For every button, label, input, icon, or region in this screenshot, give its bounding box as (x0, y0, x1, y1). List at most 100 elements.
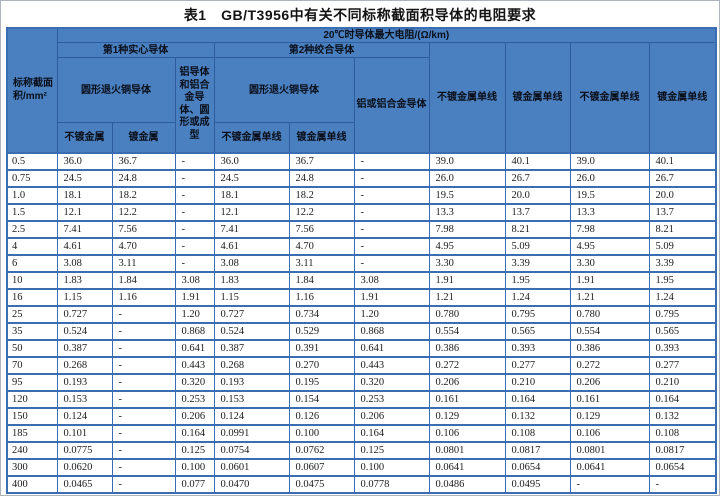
resistance-value-cell: - (174, 151, 215, 171)
resistance-value-cell: - (174, 202, 215, 222)
resistance-value-cell: 0.780 (569, 304, 650, 324)
resistance-value-cell: 0.126 (288, 406, 355, 426)
resistance-value-cell: 0.391 (288, 338, 355, 358)
resistance-value-cell: 3.08 (213, 253, 290, 273)
resistance-value-cell: 0.101 (56, 423, 113, 443)
resistance-value-cell: 13.7 (504, 202, 571, 222)
resistance-value-cell: 0.386 (428, 338, 506, 358)
resistance-value-cell: 1.24 (504, 287, 571, 307)
resistance-value-cell: 19.5 (569, 185, 650, 205)
resistance-value-cell: 1.21 (569, 287, 650, 307)
table-row: 16 1.15 1.16 1.91 1.15 1.16 1.91 1.21 1.24 1.21 1.… (6, 287, 717, 307)
resistance-value-cell: 0.443 (353, 355, 430, 375)
resistance-value-cell: 0.868 (353, 321, 430, 341)
row-area-label: 6 (6, 253, 58, 273)
resistance-value-cell: 1.91 (569, 270, 650, 290)
resistance-value-cell: 1.91 (428, 270, 506, 290)
resistance-value-cell: 7.41 (56, 219, 113, 239)
resistance-value-cell: 0.554 (428, 321, 506, 341)
resistance-value-cell: 0.206 (569, 372, 650, 392)
row-area-label: 185 (6, 423, 58, 443)
resistance-value-cell: 0.386 (569, 338, 650, 358)
resistance-value-cell: 0.0762 (288, 440, 355, 460)
resistance-value-cell: 0.077 (174, 474, 215, 494)
resistance-value-cell: 1.16 (111, 287, 176, 307)
resistance-value-cell: 0.253 (174, 389, 215, 409)
header-type2-aluminum: 铝或铝合金导体 (353, 57, 430, 153)
resistance-value-cell: 36.0 (213, 151, 290, 171)
resistance-value-cell: 7.56 (111, 219, 176, 239)
resistance-value-cell: - (353, 219, 430, 239)
row-area-label: 240 (6, 440, 58, 460)
resistance-value-cell: 40.1 (504, 151, 571, 171)
resistance-value-cell: 1.91 (174, 287, 215, 307)
resistance-value-cell: 13.3 (428, 202, 506, 222)
table-row: 120 0.153-0.253 0.153 0.154 0.253 0.161 0.164 0… (6, 389, 717, 409)
resistance-value-cell: 0.0817 (504, 440, 571, 460)
resistance-value-cell: 0.524 (213, 321, 290, 341)
resistance-value-cell: 0.125 (353, 440, 430, 460)
resistance-value-cell: - (648, 474, 717, 494)
resistance-value-cell: 0.0754 (213, 440, 290, 460)
resistance-value-cell: 40.1 (648, 151, 717, 171)
table-row: 400 0.0465-0.077 0.0470 0.0475 0.0778 0.0486 0… (6, 474, 717, 494)
row-area-label: 0.75 (6, 168, 58, 188)
resistance-value-cell: - (111, 338, 176, 358)
resistance-value-cell: 12.2 (111, 202, 176, 222)
resistance-value-cell: 24.8 (288, 168, 355, 188)
resistance-value-cell: 3.11 (288, 253, 355, 273)
resistance-value-cell: 0.132 (648, 406, 717, 426)
resistance-value-cell: 19.5 (428, 185, 506, 205)
header-type1-annealed-copper: 圆形退火铜导体 (56, 57, 176, 123)
resistance-value-cell: 0.0495 (504, 474, 571, 494)
resistance-value-cell: 1.20 (174, 304, 215, 324)
resistance-value-cell: 0.125 (174, 440, 215, 460)
resistance-value-cell: 12.2 (288, 202, 355, 222)
resistance-value-cell: 36.7 (288, 151, 355, 171)
resistance-value-cell: 0.393 (648, 338, 717, 358)
resistance-value-cell: 8.21 (504, 219, 571, 239)
resistance-value-cell: - (111, 389, 176, 409)
header-type2-unplated-wire: 不镀金属单线 (213, 122, 290, 153)
resistance-value-cell: 7.98 (569, 219, 650, 239)
row-area-label: 400 (6, 474, 58, 494)
resistance-value-cell: 0.193 (213, 372, 290, 392)
resistance-value-cell: 5.09 (648, 236, 717, 256)
resistance-value-cell: 0.124 (213, 406, 290, 426)
resistance-value-cell: 0.0654 (648, 457, 717, 477)
resistance-value-cell: 7.41 (213, 219, 290, 239)
row-area-label: 1.0 (6, 185, 58, 205)
resistance-value-cell: - (353, 202, 430, 222)
resistance-value-cell: 0.554 (569, 321, 650, 341)
resistance-value-cell: 26.0 (428, 168, 506, 188)
resistance-value-cell: 1.20 (353, 304, 430, 324)
resistance-value-cell: 3.08 (353, 270, 430, 290)
resistance-value-cell: 0.277 (504, 355, 571, 375)
resistance-value-cell: 3.30 (428, 253, 506, 273)
resistance-value-cell: 0.320 (353, 372, 430, 392)
resistance-value-cell: 1.83 (213, 270, 290, 290)
resistance-value-cell: 0.565 (648, 321, 717, 341)
table-row: 4 4.61 4.70-4.61 4.70-4.95 5.09 4.95 5.09 (6, 236, 717, 256)
table-row: 6 3.08 3.11-3.08 3.11-3.30 3.39 3.30 3.39 (6, 253, 717, 273)
resistance-value-cell: 0.195 (288, 372, 355, 392)
resistance-value-cell: 0.161 (569, 389, 650, 409)
resistance-value-cell: 0.565 (504, 321, 571, 341)
resistance-value-cell: - (353, 236, 430, 256)
row-area-label: 50 (6, 338, 58, 358)
resistance-value-cell: 0.0801 (428, 440, 506, 460)
resistance-value-cell: 12.1 (56, 202, 113, 222)
row-area-label: 95 (6, 372, 58, 392)
resistance-value-cell: 3.11 (111, 253, 176, 273)
resistance-value-cell: 0.129 (569, 406, 650, 426)
resistance-value-cell: 4.61 (213, 236, 290, 256)
resistance-value-cell: 0.780 (428, 304, 506, 324)
resistance-value-cell: - (111, 440, 176, 460)
resistance-value-cell: 0.108 (504, 423, 571, 443)
resistance-value-cell: 26.7 (648, 168, 717, 188)
resistance-value-cell: - (111, 304, 176, 324)
resistance-value-cell: 0.387 (56, 338, 113, 358)
resistance-value-cell: 1.83 (56, 270, 113, 290)
header-col11-plated-wire: 镀金属单线 (648, 42, 717, 153)
resistance-value-cell: 0.210 (504, 372, 571, 392)
